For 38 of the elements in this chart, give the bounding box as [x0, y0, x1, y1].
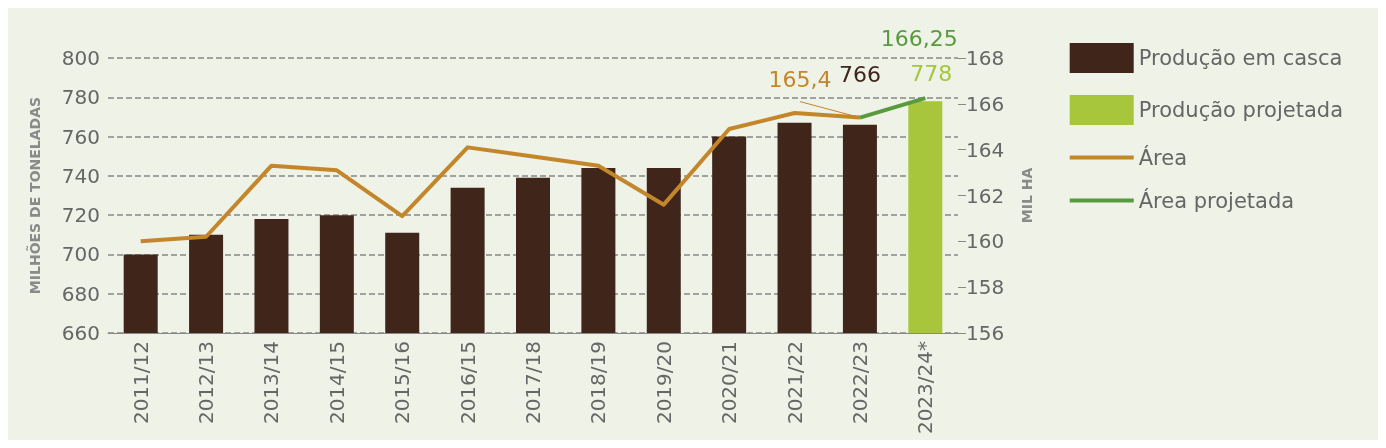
- y2-axis-title: MIL HA: [1019, 167, 1035, 224]
- y-tick-label: 780: [61, 85, 100, 110]
- data-label: 766: [838, 62, 881, 88]
- y-tick-label: 800: [61, 46, 100, 70]
- x-tick-label: 2019/20: [651, 341, 676, 425]
- x-tick-label: 2011/12: [128, 341, 153, 425]
- y2-tick-label: 162: [966, 183, 1005, 208]
- y-tick-label: 660: [61, 321, 100, 345]
- y-tick-label: 720: [61, 203, 100, 228]
- y2-tick-label: 156: [966, 321, 1005, 345]
- y2-tick-label: 160: [966, 229, 1005, 254]
- legend-label: Produção projetada: [1138, 98, 1344, 122]
- y2-tick-label: 168: [966, 46, 1005, 70]
- y2-tick-label: 166: [966, 91, 1005, 116]
- y-axis-title: MILHÕES DE TONELADAS: [26, 96, 43, 295]
- data-label: 165,4: [768, 67, 832, 93]
- x-tick-label: 2012/13: [194, 341, 219, 425]
- y2-tick-label: 158: [966, 275, 1005, 300]
- y-tick-label: 760: [61, 124, 100, 149]
- x-tick-label: 2021/22: [782, 341, 807, 425]
- x-tick-label: 2022/23: [847, 341, 872, 425]
- x-tick-label: 2018/19: [586, 341, 611, 425]
- x-tick-label: 2014/15: [324, 341, 349, 425]
- x-tick-label: 2023/24*: [913, 341, 938, 435]
- x-tick-label: 2016/15: [455, 341, 480, 425]
- legend-label: Área projetada: [1138, 187, 1295, 213]
- legend-label: Produção em casca: [1138, 46, 1343, 70]
- x-tick-label: 2013/14: [259, 341, 284, 425]
- data-label: 166,25: [880, 25, 958, 51]
- y-tick-label: 740: [61, 163, 100, 188]
- x-tick-label: 2020/21: [717, 341, 742, 425]
- x-tick-label: 2015/16: [390, 341, 415, 425]
- y-tick-label: 700: [61, 242, 100, 267]
- y2-tick-label: 164: [966, 137, 1005, 162]
- legend-label: Área: [1138, 144, 1188, 170]
- x-tick-label: 2017/18: [521, 341, 545, 425]
- y-tick-label: 680: [61, 281, 100, 306]
- data-label: 778: [910, 60, 953, 86]
